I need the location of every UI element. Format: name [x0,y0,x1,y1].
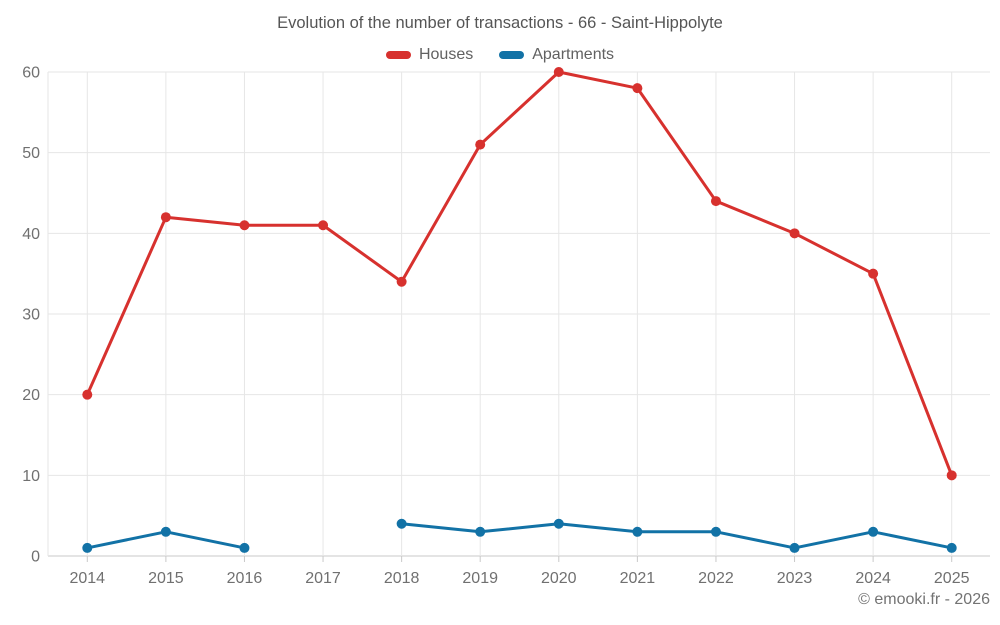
houses-data-point-marker[interactable] [553,67,564,77]
x-tick-label: 2020 [541,570,577,587]
x-tick-label: 2019 [462,570,498,587]
x-tick-label: 2016 [227,570,263,587]
houses-data-point-marker[interactable] [632,83,643,94]
y-tick-label: 20 [22,387,40,404]
apartments-data-point-marker[interactable] [789,542,800,553]
apartments-data-point-marker[interactable] [160,526,171,537]
x-tick-label: 2024 [855,570,891,587]
houses-line [85,70,954,477]
apartments-data-point-marker[interactable] [868,526,879,537]
legend-item-apartments[interactable]: Apartments [499,46,614,64]
houses-data-point-marker[interactable] [475,139,486,150]
x-tick-label: 2021 [620,570,656,587]
legend-label-houses: Houses [418,46,474,63]
houses-data-point-marker[interactable] [318,220,329,231]
apartments-swatch-icon [499,51,525,59]
chart-title: Evolution of the number of transactions … [277,14,723,32]
x-tick-label: 2014 [69,570,105,587]
houses-swatch-icon [385,51,411,59]
y-tick-label: 0 [31,549,40,566]
y-tick-label: 40 [22,226,40,243]
houses-data-point-marker[interactable] [946,470,957,481]
legend: Houses Apartments [0,46,1000,64]
houses-data-point-marker[interactable] [396,276,407,287]
x-tick-label: 2015 [148,570,184,587]
x-tick-label: 2017 [305,570,341,587]
x-tick-label: 2018 [384,570,420,587]
copyright: © emooki.fr - 2026 [858,591,990,608]
legend-label-apartments: Apartments [532,46,615,63]
apartments-data-point-marker[interactable] [396,518,407,529]
houses-data-point-marker[interactable] [710,196,721,207]
houses-data-point-marker[interactable] [789,228,800,239]
y-tick-label: 50 [22,145,40,162]
legend-item-houses[interactable]: Houses [385,46,474,64]
y-tick-label: 60 [22,65,40,82]
apartments-line [400,522,954,550]
apartments-data-point-marker[interactable] [475,526,486,537]
apartments-data-point-marker[interactable] [632,526,643,537]
apartments-data-point-marker[interactable] [239,542,250,553]
apartments-data-point-marker[interactable] [553,518,564,529]
houses-data-point-marker[interactable] [82,389,93,400]
x-tick-label: 2025 [934,570,970,587]
houses-data-point-marker[interactable] [868,268,879,279]
apartments-data-point-marker[interactable] [946,542,957,553]
y-tick-label: 30 [22,307,40,324]
apartments-data-point-marker[interactable] [82,542,93,553]
x-tick-label: 2023 [777,570,813,587]
x-tick-label: 2022 [698,570,734,587]
houses-data-point-marker[interactable] [239,220,250,231]
apartments-data-point-marker[interactable] [710,526,721,537]
y-tick-label: 10 [22,468,40,485]
houses-data-point-marker[interactable] [160,212,171,223]
